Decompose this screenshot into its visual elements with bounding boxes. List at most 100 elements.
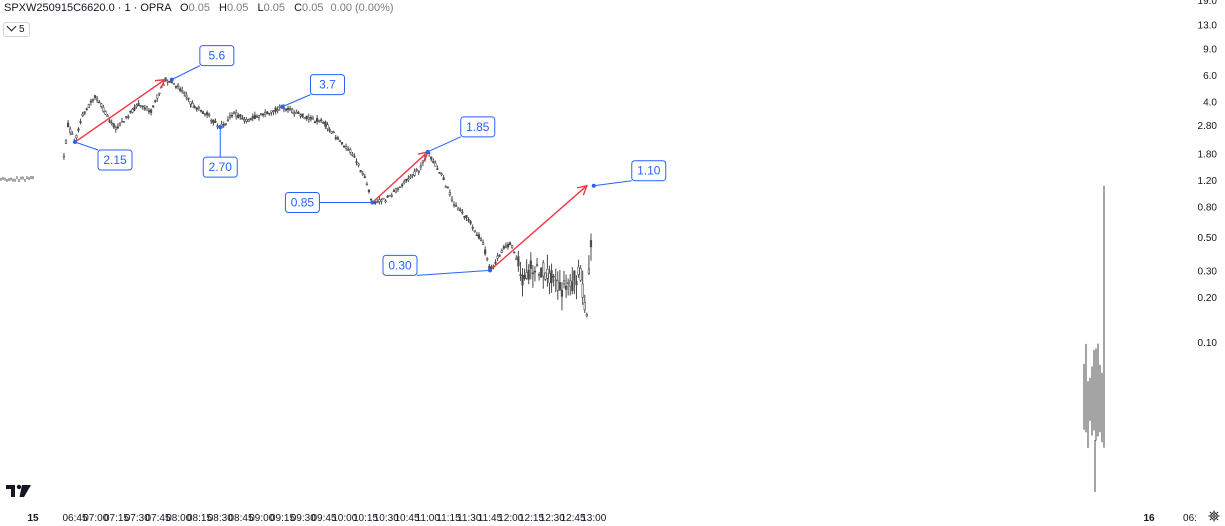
candle-body <box>166 80 169 83</box>
candle-body <box>430 156 433 160</box>
interval-label: 5 <box>19 24 25 35</box>
price-tick-label: 1.80 <box>1198 150 1218 161</box>
candle-body <box>245 119 248 122</box>
candle-body <box>176 84 180 87</box>
candle-body <box>191 103 194 108</box>
candle-body <box>299 114 302 117</box>
candle-body <box>392 190 395 192</box>
price-callout: 2.70 <box>202 125 238 178</box>
candle-body <box>334 137 337 139</box>
candle-body <box>502 246 505 249</box>
candle-body <box>291 108 294 114</box>
candle-body <box>564 285 568 290</box>
callout-label: 2.15 <box>103 153 127 167</box>
gear-icon[interactable] <box>1208 510 1220 522</box>
candle-body <box>336 137 339 140</box>
price-callout: 1.85 <box>425 116 496 154</box>
candle-body <box>394 188 398 193</box>
candle-body <box>494 261 497 264</box>
candle-body <box>241 117 244 120</box>
candle-body <box>357 163 360 166</box>
callout-dot <box>73 140 77 145</box>
candle-body <box>289 108 292 110</box>
candle-body <box>477 234 481 239</box>
candle-body <box>62 155 66 158</box>
trend-arrow <box>489 185 588 271</box>
candle-body <box>484 249 487 254</box>
candle-body <box>85 108 88 111</box>
time-tick-label: 09:15 <box>270 513 295 524</box>
tradingview-logo-icon[interactable] <box>6 484 32 498</box>
candle-body <box>583 302 586 311</box>
candle-body <box>571 281 574 292</box>
callout-label: 2.70 <box>209 160 233 174</box>
candle-body <box>384 200 387 203</box>
high-value: 0.05 <box>227 2 249 14</box>
candle-body <box>461 211 464 214</box>
time-tick-label: 11:15 <box>436 513 461 524</box>
callout-label: 1.85 <box>466 120 490 134</box>
candle-body <box>367 189 371 192</box>
callout-box <box>310 74 345 96</box>
candle-body <box>297 111 300 114</box>
candle-body <box>546 268 549 279</box>
time-tick-label: 10:00 <box>332 513 357 524</box>
callout-box <box>199 45 235 67</box>
callout-dot <box>425 149 430 154</box>
candle-body <box>581 283 584 298</box>
high-label: H <box>219 2 227 14</box>
candle-body <box>434 162 437 167</box>
candle-body <box>388 194 391 197</box>
candles-layer <box>0 77 1105 492</box>
candle-body <box>560 289 564 297</box>
time-tick-label: 06: <box>1183 513 1197 524</box>
candle-body <box>556 280 559 291</box>
candle-body <box>147 110 151 113</box>
time-tick-label: 10:15 <box>353 513 378 524</box>
candle-body <box>311 117 315 120</box>
callout-leader <box>282 94 311 108</box>
candle-body <box>274 107 277 112</box>
callout-leader <box>416 269 491 276</box>
candle-body <box>363 176 366 178</box>
arrows-layer <box>74 78 588 271</box>
candle-body <box>322 121 325 124</box>
interval-toggle[interactable]: 5 <box>3 21 30 37</box>
candle-body <box>189 101 192 105</box>
time-tick-label: 10:30 <box>374 513 399 524</box>
candle-body <box>496 255 499 259</box>
callout-label: 3.7 <box>319 78 336 92</box>
symbol-name[interactable]: SPXW250915C6620.0 · 1 · OPRA <box>4 2 171 14</box>
candle-body <box>235 112 238 117</box>
candle-body <box>380 199 383 202</box>
callout-box <box>382 254 418 276</box>
candle-body <box>112 123 115 128</box>
candle-body <box>141 105 144 108</box>
candle-body <box>98 101 101 104</box>
candle-body <box>438 171 441 174</box>
candle-body <box>208 114 211 117</box>
candle-body <box>64 140 68 144</box>
candle-body <box>214 121 217 123</box>
close-value: 0.05 <box>302 2 324 14</box>
candle-body <box>465 215 468 219</box>
price-tick-label: 0.10 <box>1198 338 1218 349</box>
candle-body <box>533 270 537 273</box>
candle-body <box>303 117 306 120</box>
candle-body <box>517 256 520 267</box>
candle-body <box>87 104 90 108</box>
candle-body <box>253 114 256 119</box>
candle-body <box>396 187 400 190</box>
candle-body <box>486 258 489 261</box>
candle-body <box>415 169 418 171</box>
candle-body <box>230 114 234 117</box>
price-tick-label: 6.0 <box>1203 71 1217 82</box>
candle-body <box>355 161 358 163</box>
candle-body <box>324 121 327 127</box>
candle-body <box>320 119 323 122</box>
candle-body <box>401 184 404 187</box>
candle-body <box>286 107 290 110</box>
candle-body <box>448 192 451 195</box>
candle-body <box>575 280 578 286</box>
